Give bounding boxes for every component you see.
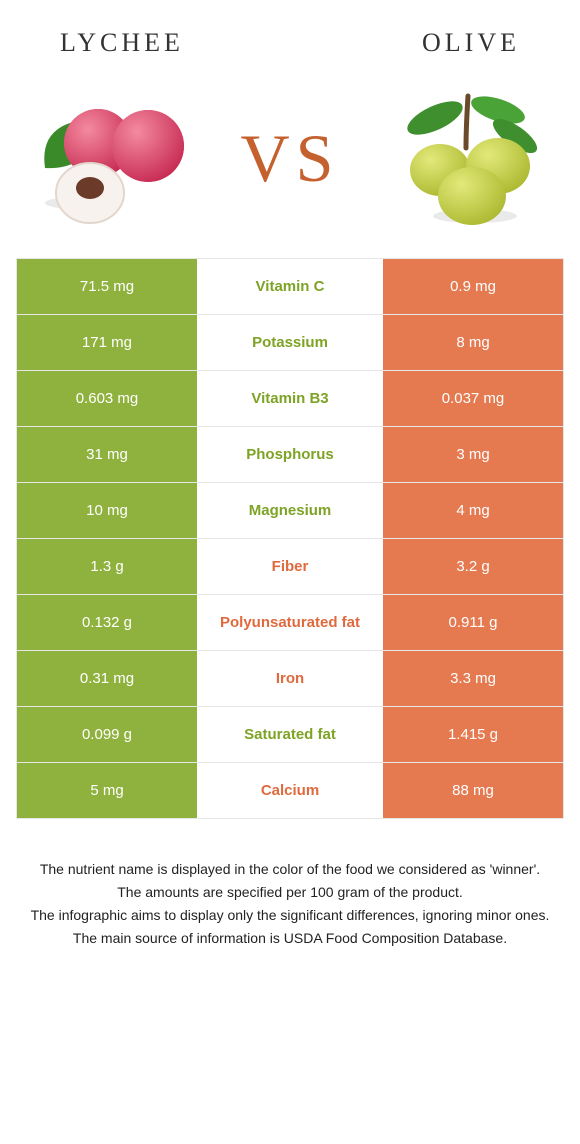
right-food-title: OLIVE — [422, 28, 520, 58]
right-value: 0.911 g — [383, 595, 563, 650]
table-row: 171 mgPotassium8 mg — [17, 315, 563, 371]
nutrient-name: Saturated fat — [197, 707, 383, 762]
table-row: 0.099 gSaturated fat1.415 g — [17, 707, 563, 763]
right-value: 0.9 mg — [383, 259, 563, 314]
nutrient-name: Fiber — [197, 539, 383, 594]
footnote-line: The main source of information is USDA F… — [30, 928, 550, 949]
footnote-line: The nutrient name is displayed in the co… — [30, 859, 550, 880]
table-row: 71.5 mgVitamin C0.9 mg — [17, 259, 563, 315]
footnote-line: The infographic aims to display only the… — [30, 905, 550, 926]
nutrient-table: 71.5 mgVitamin C0.9 mg171 mgPotassium8 m… — [16, 258, 564, 819]
right-value: 88 mg — [383, 763, 563, 818]
left-value: 10 mg — [17, 483, 197, 538]
left-value: 31 mg — [17, 427, 197, 482]
right-value: 1.415 g — [383, 707, 563, 762]
right-value: 3.2 g — [383, 539, 563, 594]
left-value: 0.603 mg — [17, 371, 197, 426]
hero-row: VS — [0, 68, 580, 258]
left-value: 0.132 g — [17, 595, 197, 650]
table-row: 5 mgCalcium88 mg — [17, 763, 563, 819]
table-row: 0.31 mgIron3.3 mg — [17, 651, 563, 707]
nutrient-name: Polyunsaturated fat — [197, 595, 383, 650]
left-value: 71.5 mg — [17, 259, 197, 314]
olive-icon — [380, 88, 550, 228]
footnotes: The nutrient name is displayed in the co… — [30, 859, 550, 949]
nutrient-name: Iron — [197, 651, 383, 706]
left-food-title: LYCHEE — [60, 28, 184, 58]
footnote-line: The amounts are specified per 100 gram o… — [30, 882, 550, 903]
left-value: 1.3 g — [17, 539, 197, 594]
table-row: 31 mgPhosphorus3 mg — [17, 427, 563, 483]
right-value: 0.037 mg — [383, 371, 563, 426]
left-value: 0.31 mg — [17, 651, 197, 706]
nutrient-name: Vitamin B3 — [197, 371, 383, 426]
left-value: 171 mg — [17, 315, 197, 370]
header: LYCHEE OLIVE — [0, 0, 580, 68]
nutrient-name: Magnesium — [197, 483, 383, 538]
table-row: 0.132 gPolyunsaturated fat0.911 g — [17, 595, 563, 651]
table-row: 1.3 gFiber3.2 g — [17, 539, 563, 595]
left-value: 0.099 g — [17, 707, 197, 762]
nutrient-name: Phosphorus — [197, 427, 383, 482]
table-row: 10 mgMagnesium4 mg — [17, 483, 563, 539]
nutrient-name: Potassium — [197, 315, 383, 370]
vs-label: VS — [241, 119, 340, 198]
lychee-icon — [30, 88, 200, 228]
right-value: 4 mg — [383, 483, 563, 538]
left-value: 5 mg — [17, 763, 197, 818]
table-row: 0.603 mgVitamin B30.037 mg — [17, 371, 563, 427]
right-value: 3.3 mg — [383, 651, 563, 706]
nutrient-name: Calcium — [197, 763, 383, 818]
right-value: 3 mg — [383, 427, 563, 482]
nutrient-name: Vitamin C — [197, 259, 383, 314]
right-value: 8 mg — [383, 315, 563, 370]
